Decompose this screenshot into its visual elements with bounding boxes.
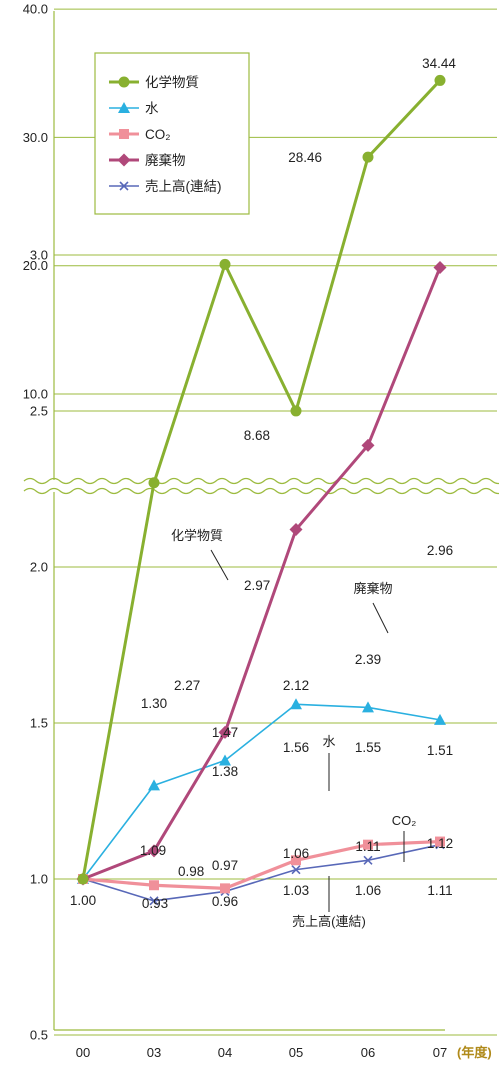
x-tick-label: 06	[361, 1045, 375, 1060]
data-label: 1.11	[355, 839, 380, 854]
y-tick-label: 1.0	[30, 872, 48, 887]
data-label: 1.38	[212, 764, 238, 779]
data-point	[78, 874, 89, 885]
y-tick-label: 10.0	[23, 387, 48, 402]
data-point	[119, 77, 130, 88]
legend-label: 水	[145, 101, 159, 116]
data-label: 1.09	[140, 843, 166, 858]
data-point	[119, 129, 129, 139]
series-line	[83, 704, 440, 879]
callout-leader	[373, 603, 388, 633]
legend-label: 売上高(連結)	[145, 178, 222, 194]
data-label: 2.97	[244, 578, 270, 593]
axis-break-gap	[22, 480, 499, 492]
legend-label: 廃棄物	[145, 152, 186, 168]
data-point	[149, 477, 160, 488]
series-callout: CO₂	[392, 813, 417, 828]
data-label: 1.30	[141, 696, 167, 711]
data-label: 28.46	[288, 150, 322, 165]
axis-break	[22, 479, 499, 494]
data-label: 0.97	[212, 858, 238, 873]
series-callout: 化学物質	[171, 528, 223, 543]
data-label: 2.96	[427, 543, 453, 558]
data-label: 1.03	[283, 883, 309, 898]
data-label: 34.44	[422, 56, 456, 71]
data-point	[220, 883, 230, 893]
data-label: 1.06	[355, 883, 381, 898]
x-tick-label: 07	[433, 1045, 447, 1060]
y-tick-label: 3.0	[30, 248, 48, 263]
data-label: 2.27	[174, 678, 200, 693]
y-tick-label: 1.5	[30, 716, 48, 731]
x-tick-label: 03	[147, 1045, 161, 1060]
data-point	[220, 259, 231, 270]
legend-label: CO₂	[145, 127, 171, 142]
callout-leader	[211, 550, 228, 580]
data-label: 0.93	[142, 896, 168, 911]
series-callout: 廃棄物	[353, 581, 392, 596]
data-label: 0.96	[212, 894, 238, 909]
data-label: 1.55	[355, 740, 381, 755]
x-tick-label: 00	[76, 1045, 90, 1060]
data-label: 1.06	[283, 846, 309, 861]
y-tick-label: 30.0	[23, 130, 48, 145]
data-label: 2.39	[355, 652, 381, 667]
series-callout: 売上高(連結)	[292, 914, 366, 929]
data-label: 0.98	[178, 864, 204, 879]
data-label: 8.68	[244, 428, 270, 443]
data-point	[291, 405, 302, 416]
data-label: 1.11	[427, 883, 452, 898]
x-tick-label: 04	[218, 1045, 232, 1060]
data-label: 1.00	[70, 893, 96, 908]
data-label: 1.12	[427, 836, 453, 851]
data-label: 2.12	[283, 678, 309, 693]
data-label: 1.47	[212, 725, 238, 740]
data-point	[148, 779, 160, 790]
y-tick-label: 2.5	[30, 404, 48, 419]
data-point	[363, 152, 374, 163]
data-label: 1.51	[427, 743, 453, 758]
x-axis-unit: (年度)	[457, 1045, 492, 1060]
data-point	[435, 75, 446, 86]
y-tick-label: 2.0	[30, 560, 48, 575]
series-callout: 水	[322, 734, 335, 749]
data-point	[434, 261, 447, 274]
data-label: 1.56	[283, 740, 309, 755]
series-line	[83, 842, 440, 889]
x-tick-label: 05	[289, 1045, 303, 1060]
data-point	[149, 880, 159, 890]
legend-label: 化学物質	[145, 75, 199, 90]
y-tick-label: 0.5	[30, 1028, 48, 1043]
y-tick-label: 40.0	[23, 2, 48, 17]
